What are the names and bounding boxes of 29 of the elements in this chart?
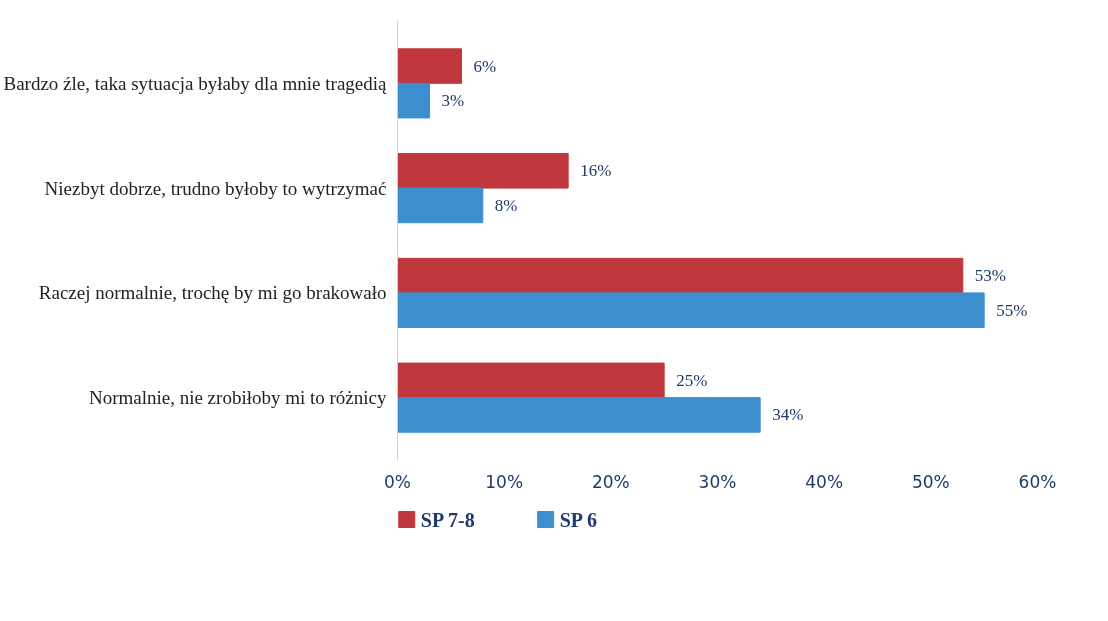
bar bbox=[397, 82, 430, 119]
bar bbox=[397, 153, 569, 189]
y-tick-label: Niezbyt dobrze, trudno byłoby to wytrzymać bbox=[44, 177, 387, 199]
y-tick-label: Raczej normalnie, trochę by mi go brakowało bbox=[38, 282, 387, 304]
data-label: 3% bbox=[441, 91, 465, 111]
x-tick-label: 60% bbox=[1018, 471, 1057, 492]
x-tick-label: 0% bbox=[384, 471, 411, 492]
x-tick-label: 30% bbox=[698, 471, 737, 492]
bar bbox=[397, 362, 665, 399]
bar bbox=[397, 292, 985, 328]
y-tick-label: Bardzo źle, taka sytuacja byłaby dla mnie tragedią bbox=[3, 72, 388, 94]
data-label: 53% bbox=[974, 266, 1007, 286]
data-label: 25% bbox=[676, 370, 708, 390]
data-label: 8% bbox=[494, 195, 518, 215]
x-tick-label: 10% bbox=[485, 471, 524, 492]
legend-label: SP 6 bbox=[559, 508, 597, 531]
x-tick-label: 50% bbox=[911, 471, 950, 492]
legend-label: SP 7-8 bbox=[420, 508, 475, 531]
data-label: 55% bbox=[996, 300, 1028, 320]
bar bbox=[397, 187, 484, 224]
bar bbox=[397, 397, 761, 433]
data-label: 16% bbox=[580, 161, 612, 181]
y-tick-label: Normalnie, nie zrobiłoby mi to różnicy bbox=[88, 387, 387, 409]
data-label: 34% bbox=[772, 405, 804, 425]
data-label: 6% bbox=[473, 56, 497, 76]
bar bbox=[397, 48, 462, 84]
bar bbox=[397, 257, 964, 294]
x-tick-label: 20% bbox=[591, 471, 630, 492]
x-tick-label: 40% bbox=[805, 471, 844, 492]
